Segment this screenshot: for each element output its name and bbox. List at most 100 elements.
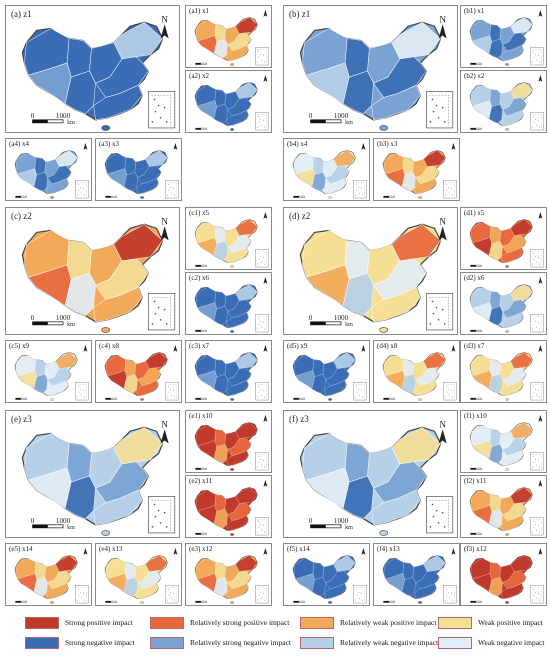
province-region — [213, 305, 228, 326]
panel-label: (b1) x1 — [464, 7, 485, 15]
province-region — [401, 576, 416, 597]
south-sea-inset — [255, 585, 269, 604]
china-map — [292, 547, 367, 604]
province-region — [226, 583, 249, 599]
panel-label: (c3) x7 — [189, 342, 210, 350]
panel-label: (e1) x10 — [189, 412, 213, 420]
island-hainan — [230, 63, 235, 66]
panel-label: (a) z1 — [11, 9, 32, 19]
province-region — [401, 171, 416, 192]
legend-swatch — [300, 617, 334, 629]
panel-label: (f1) x10 — [464, 412, 487, 420]
province-region — [488, 103, 503, 124]
south-sea-inset — [426, 292, 454, 331]
province-region — [414, 178, 437, 194]
province-region — [510, 82, 533, 99]
map-regions — [14, 150, 78, 199]
scale-bar — [105, 195, 117, 198]
legend-swatch — [25, 637, 59, 649]
province-region — [510, 422, 533, 439]
north-arrow-icon: N — [438, 419, 447, 444]
north-arrow-icon — [263, 9, 268, 17]
south-sea-inset — [75, 382, 89, 401]
province-region — [235, 219, 258, 236]
island-hainan — [230, 330, 235, 333]
panel-label: (e) z3 — [11, 414, 32, 424]
south-sea-inset — [148, 90, 176, 129]
map-panel-b1: (b1) x1 — [460, 5, 547, 68]
map-regions — [469, 352, 533, 401]
scale-zero: 0 — [309, 112, 313, 120]
scale-bar — [470, 600, 482, 603]
province-region — [235, 422, 258, 439]
scale-unit: km — [67, 120, 75, 126]
scale-distance: 1000 — [334, 517, 349, 525]
scale-bar — [195, 62, 207, 65]
china-map — [469, 211, 544, 268]
province-region — [235, 17, 258, 34]
north-arrow-icon — [361, 547, 366, 555]
scale-bar — [470, 127, 482, 130]
map-panel-d2: (d2) x6 — [460, 272, 547, 335]
province-region — [93, 286, 143, 323]
north-arrow-icon — [173, 142, 178, 150]
province-region — [46, 178, 69, 194]
island-hainan — [505, 265, 510, 268]
map-regions — [21, 426, 164, 536]
map-regions — [469, 17, 533, 66]
panel-label: (f3) x12 — [464, 545, 487, 553]
map-regions — [194, 219, 258, 268]
north-arrow-icon — [538, 547, 543, 555]
province-region — [391, 426, 441, 465]
province-region — [501, 515, 524, 531]
north-arrow-icon: N — [160, 419, 169, 444]
map-panel-c-main: N 0 1000 km (c) z2 — [5, 207, 180, 335]
panel-label: (d) z2 — [289, 211, 311, 221]
province-region — [235, 82, 258, 99]
province-region — [342, 272, 374, 317]
map-panel-c1: (c1) x5 — [185, 207, 272, 270]
province-region — [33, 171, 48, 192]
north-arrow-icon — [538, 276, 543, 284]
province-region — [33, 576, 48, 597]
scale-distance: 1000 — [56, 314, 71, 322]
north-arrow-icon — [83, 142, 88, 150]
north-arrow-icon — [263, 414, 268, 422]
province-region — [213, 103, 228, 124]
scale-unit: km — [345, 322, 353, 328]
legend-label: Relatively strong negative impact — [190, 638, 292, 647]
map-panel-f4: (f4) x13 — [373, 543, 460, 606]
province-region — [324, 380, 347, 396]
province-region — [324, 583, 347, 599]
scale-bar — [15, 397, 27, 400]
map-regions — [14, 352, 78, 401]
south-sea-inset — [255, 47, 269, 66]
province-region — [226, 45, 249, 61]
legend-swatch — [150, 617, 184, 629]
china-map — [194, 9, 269, 66]
map-regions — [299, 426, 442, 536]
scale-distance: 1000 — [334, 314, 349, 322]
map-regions — [299, 21, 442, 131]
map-panel-b-main: N 0 1000 km (b) z1 — [283, 5, 458, 133]
map-panel-f-main: N 0 1000 km (f) z3 — [283, 410, 458, 538]
map-panel-b3: (b3) x3 — [373, 138, 460, 201]
map-regions — [104, 150, 168, 199]
north-arrow-icon: N — [438, 14, 447, 39]
map-panel-a1: (a1) x1 — [185, 5, 272, 68]
south-sea-inset — [255, 112, 269, 131]
china-map — [194, 479, 269, 536]
map-regions — [292, 150, 356, 199]
map-regions — [382, 555, 446, 604]
island-hainan — [505, 330, 510, 333]
map-regions — [469, 555, 533, 604]
scale-bar — [383, 195, 395, 198]
legend-label: Strong negative impact — [65, 638, 135, 647]
island-hainan — [230, 533, 235, 536]
map-panel-c2: (c2) x6 — [185, 272, 272, 335]
province-region — [333, 555, 356, 572]
legend-label: Relatively weak positive impact — [340, 618, 437, 627]
map-panel-a-main: N 0 1000 km (a) z1 — [5, 5, 180, 133]
